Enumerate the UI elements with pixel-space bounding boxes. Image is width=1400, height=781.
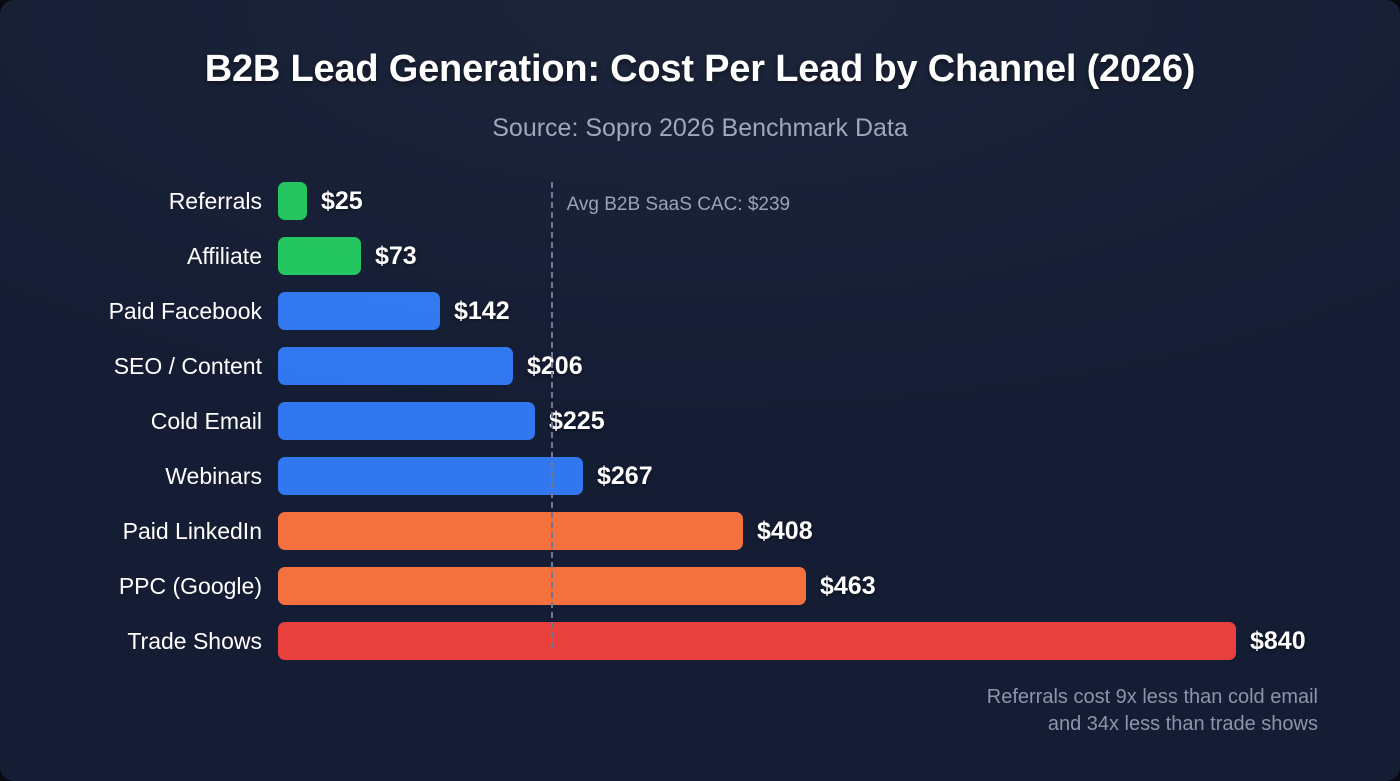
bar-row: Paid Facebook $142 bbox=[0, 292, 1400, 330]
annotation-line-1: Referrals cost 9x less than cold email bbox=[986, 685, 1318, 708]
bar[interactable] bbox=[278, 182, 307, 220]
bar-row: Affiliate $73 bbox=[0, 237, 1400, 275]
bar-value-label: $25 bbox=[321, 187, 363, 215]
bar-row: Referrals $25 bbox=[0, 182, 1400, 220]
chart-annotation: Referrals cost 9x less than cold email a… bbox=[987, 684, 1318, 739]
bar[interactable] bbox=[278, 347, 513, 385]
bar[interactable] bbox=[278, 237, 361, 275]
bar-value-label: $463 bbox=[820, 572, 876, 600]
category-label: Paid LinkedIn bbox=[122, 518, 262, 544]
category-label: Trade Shows bbox=[127, 628, 262, 654]
category-label: SEO / Content bbox=[113, 353, 262, 379]
bar-value-label: $225 bbox=[549, 407, 605, 435]
bar-row: PPC (Google) $463 bbox=[0, 567, 1400, 605]
annotation-line-2: and 34x less than trade shows bbox=[1047, 713, 1318, 736]
bar[interactable] bbox=[278, 567, 806, 605]
category-label: Paid Facebook bbox=[108, 298, 262, 324]
bar-value-label: $73 bbox=[375, 242, 417, 270]
bar-value-label: $142 bbox=[454, 297, 510, 325]
reference-line-label: Avg B2B SaaS CAC: $239 bbox=[566, 194, 791, 215]
bar[interactable] bbox=[278, 457, 583, 495]
bar-row: SEO / Content $206 bbox=[0, 347, 1400, 385]
bar[interactable] bbox=[278, 512, 743, 550]
category-label: Affiliate bbox=[186, 243, 262, 269]
category-label: Referrals bbox=[168, 188, 262, 214]
chart-plot-area: Referrals $25 Affiliate $73 Paid Facebook $14… bbox=[0, 182, 1400, 682]
category-label: PPC (Google) bbox=[118, 573, 262, 599]
bar-value-label: $840 bbox=[1250, 627, 1306, 655]
chart-subtitle: Source: Sopro 2026 Benchmark Data bbox=[492, 114, 908, 142]
bar-row: Webinars $267 bbox=[0, 457, 1400, 495]
chart-title: B2B Lead Generation: Cost Per Lead by Ch… bbox=[204, 48, 1196, 90]
bar-value-label: $206 bbox=[527, 352, 583, 380]
bar-row: Cold Email $225 bbox=[0, 402, 1400, 440]
bar-value-label: $408 bbox=[757, 517, 813, 545]
reference-line bbox=[550, 182, 553, 648]
bar-row: Paid LinkedIn $408 bbox=[0, 512, 1400, 550]
bar[interactable] bbox=[278, 622, 1236, 660]
category-label: Cold Email bbox=[150, 408, 262, 434]
bar[interactable] bbox=[278, 402, 535, 440]
bar[interactable] bbox=[278, 292, 440, 330]
bar-value-label: $267 bbox=[597, 462, 653, 490]
bar-row: Trade Shows $840 bbox=[0, 622, 1400, 660]
category-label: Webinars bbox=[165, 463, 262, 489]
